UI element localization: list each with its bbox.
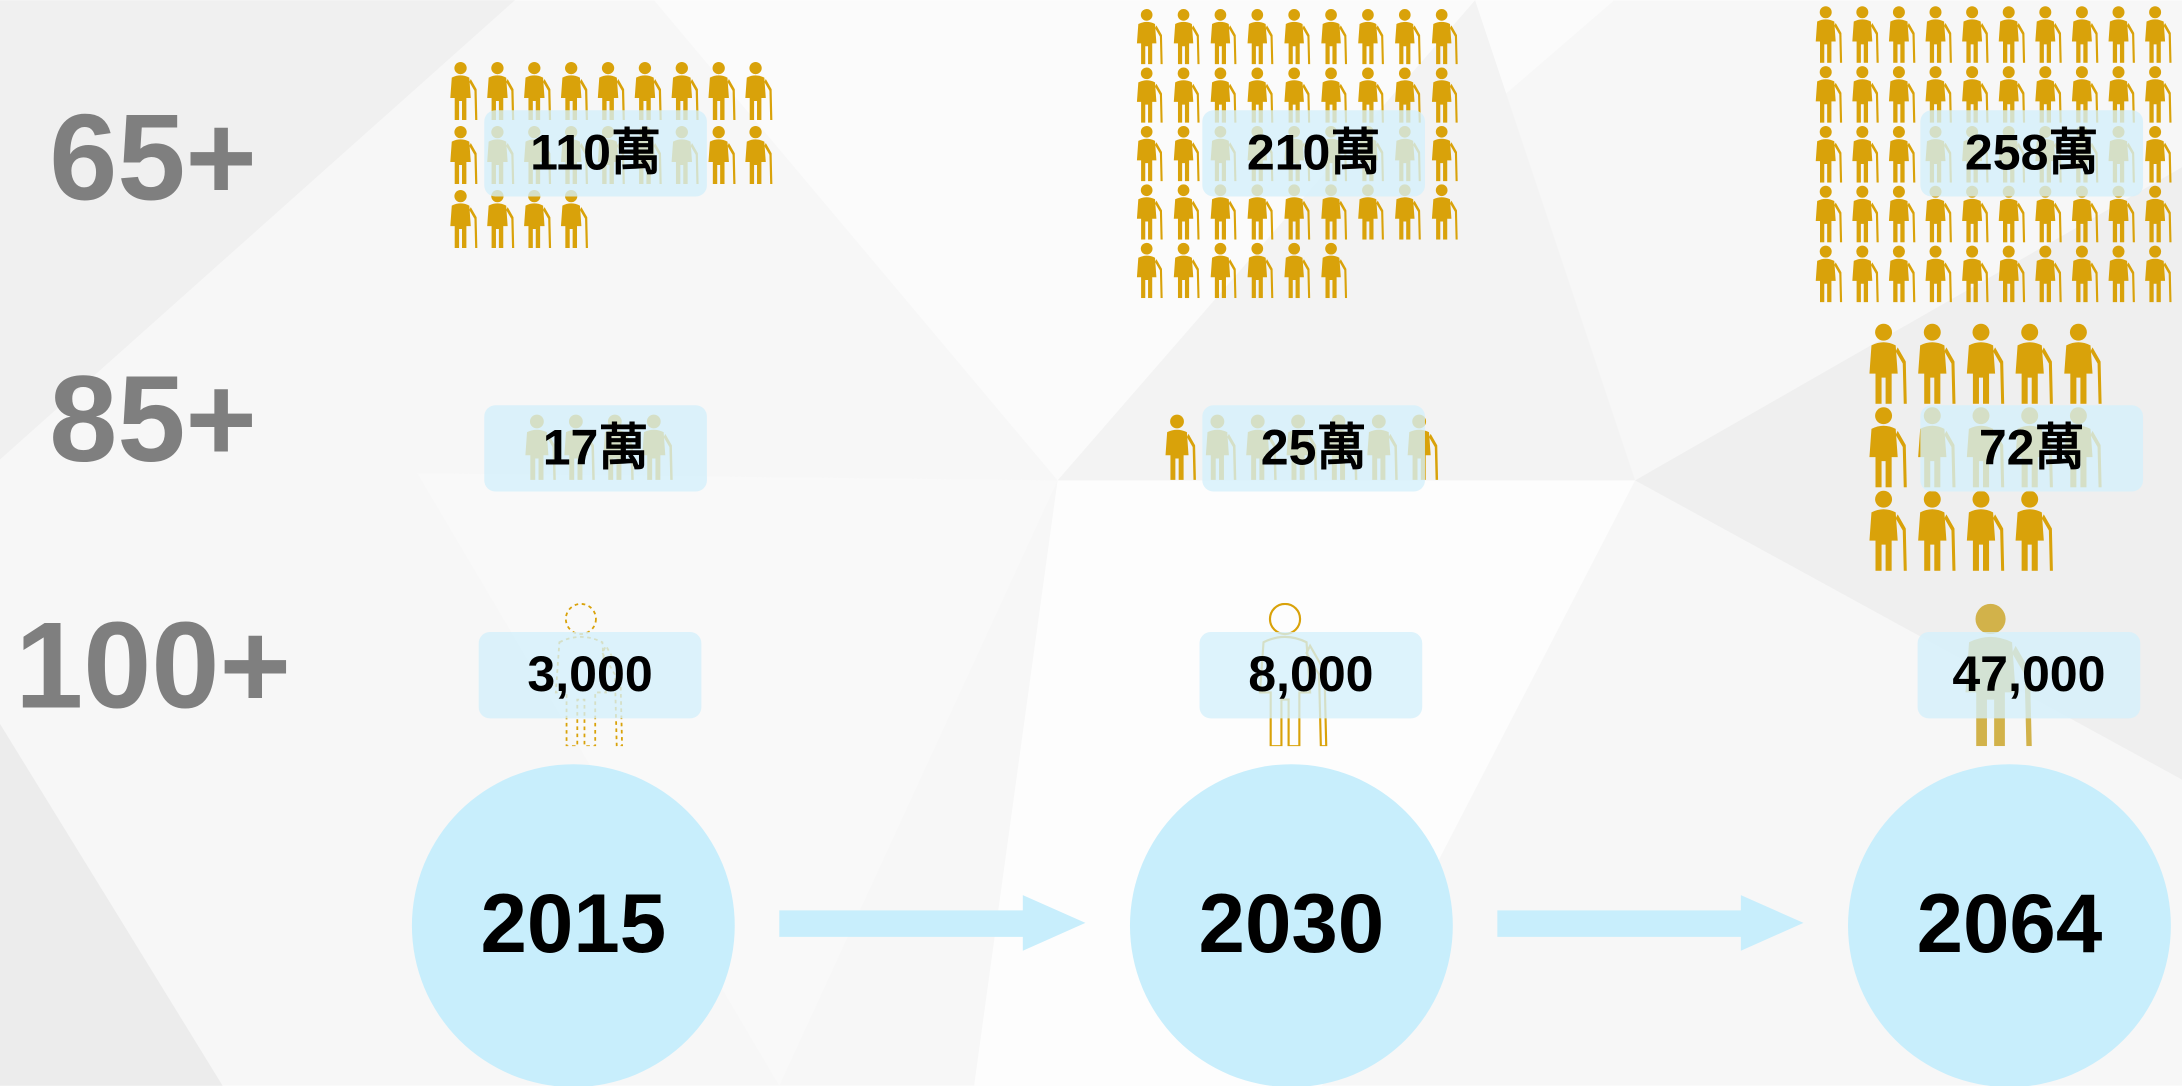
value-label: 210萬 xyxy=(1247,124,1381,180)
year-circle xyxy=(1848,764,2171,1086)
value-box xyxy=(1202,405,1425,492)
value-box xyxy=(1920,110,2144,197)
arrows xyxy=(779,895,1804,951)
value-label: 25萬 xyxy=(1261,419,1367,475)
arrow xyxy=(779,895,1086,951)
year-circle xyxy=(1130,764,1453,1086)
value-box xyxy=(484,405,707,492)
value-label: 8,000 xyxy=(1248,646,1373,702)
value-label: 47,000 xyxy=(1952,646,2105,702)
value-label: 3,000 xyxy=(527,646,652,702)
value-label: 110萬 xyxy=(530,124,661,180)
year-circle xyxy=(411,764,735,1086)
value-box xyxy=(1202,110,1425,197)
value-box xyxy=(478,632,702,719)
year-label: 2064 xyxy=(1917,876,2103,970)
year-label: 2015 xyxy=(480,876,666,970)
row-label: 100+ xyxy=(15,597,291,734)
value-label: 17萬 xyxy=(543,419,649,475)
value-box xyxy=(1920,405,2144,492)
year-label: 2030 xyxy=(1199,876,1385,970)
value-box xyxy=(484,110,707,197)
value-label: 72萬 xyxy=(1979,419,2085,475)
labels: 65+ 85+ 100+ 2015 2030 2064 110萬 210萬 258萬 17萬 25萬… xyxy=(15,89,2171,1086)
row-label: 65+ xyxy=(49,89,257,226)
arrow xyxy=(1497,895,1804,951)
row-label: 85+ xyxy=(49,350,257,487)
value-box xyxy=(1199,632,1423,719)
value-label: 258萬 xyxy=(1965,124,2099,180)
value-box xyxy=(1917,632,2141,719)
